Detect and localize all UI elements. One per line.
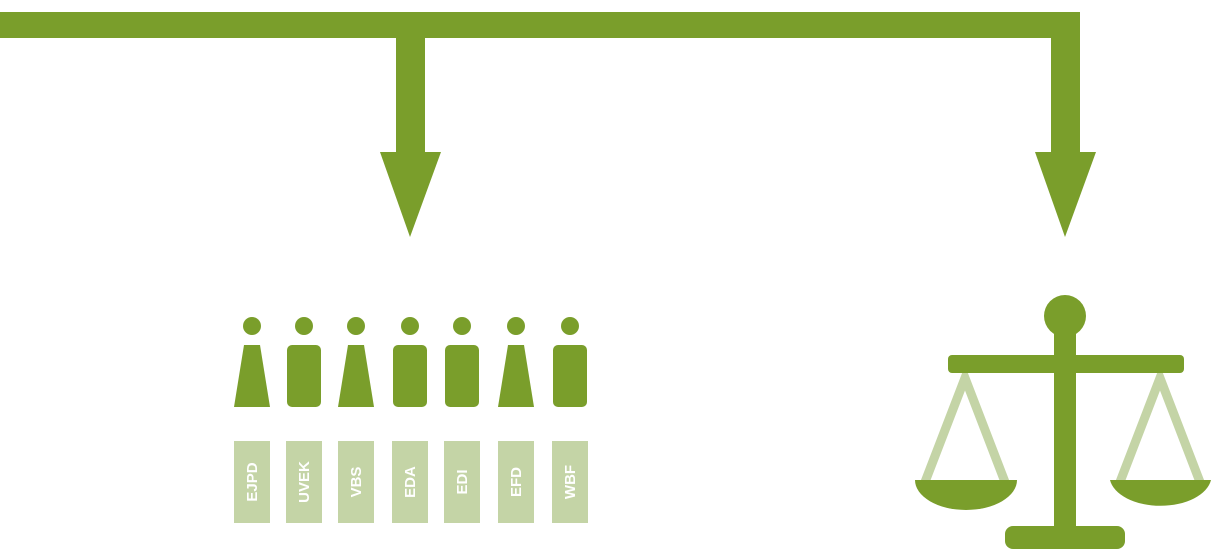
person-head bbox=[295, 317, 313, 335]
person-body bbox=[234, 345, 270, 407]
department-label: WBF bbox=[562, 465, 579, 499]
departments: EJPD UVEK VBS EDA EDI EFD WBF bbox=[234, 317, 588, 523]
person-body bbox=[338, 345, 374, 407]
person: EDI bbox=[444, 317, 480, 523]
left-pan-strings bbox=[920, 365, 1010, 484]
right-pan bbox=[1110, 480, 1211, 506]
scales-icon bbox=[915, 295, 1211, 549]
label-box bbox=[392, 441, 428, 523]
department-label: EDI bbox=[454, 469, 471, 494]
person-body bbox=[445, 345, 479, 407]
top-bar bbox=[0, 12, 1080, 38]
left-arrow-shaft bbox=[396, 12, 425, 154]
left-pan bbox=[915, 480, 1017, 510]
person: EJPD bbox=[234, 317, 270, 523]
department-label: EFD bbox=[508, 467, 525, 497]
person: WBF bbox=[552, 317, 588, 523]
scale-pole bbox=[1054, 330, 1076, 530]
label-box bbox=[286, 441, 322, 523]
label-box bbox=[234, 441, 270, 523]
person-head bbox=[507, 317, 525, 335]
arrows bbox=[0, 12, 1096, 237]
label-box bbox=[444, 441, 480, 523]
department-label: EDA bbox=[402, 466, 419, 498]
person-head bbox=[401, 317, 419, 335]
label-box bbox=[498, 441, 534, 523]
department-label: UVEK bbox=[296, 461, 313, 503]
person-body bbox=[393, 345, 427, 407]
person: EDA bbox=[392, 317, 428, 523]
person-body bbox=[553, 345, 587, 407]
person-head bbox=[561, 317, 579, 335]
person: EFD bbox=[498, 317, 534, 523]
person-body bbox=[287, 345, 321, 407]
person: UVEK bbox=[286, 317, 322, 523]
department-label: VBS bbox=[348, 467, 365, 498]
left-arrow-head bbox=[380, 152, 441, 237]
scale-base bbox=[1005, 526, 1125, 549]
scale-beam bbox=[948, 355, 1184, 373]
person-head bbox=[453, 317, 471, 335]
person-head bbox=[347, 317, 365, 335]
department-label: EJPD bbox=[244, 462, 261, 501]
right-pan-strings bbox=[1115, 365, 1205, 484]
label-box bbox=[552, 441, 588, 523]
right-arrow-shaft bbox=[1051, 12, 1080, 154]
person-body bbox=[498, 345, 534, 407]
person: VBS bbox=[338, 317, 374, 523]
label-box bbox=[338, 441, 374, 523]
person-head bbox=[243, 317, 261, 335]
right-arrow-head bbox=[1035, 152, 1096, 237]
scale-top bbox=[1044, 295, 1086, 337]
